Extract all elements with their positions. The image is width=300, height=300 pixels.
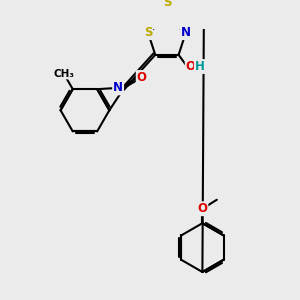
Text: O: O: [197, 202, 207, 215]
Text: H: H: [195, 60, 205, 73]
Text: N: N: [113, 81, 123, 94]
Text: S: S: [144, 26, 152, 39]
Text: O: O: [137, 71, 147, 84]
Text: O: O: [186, 60, 196, 73]
Text: N: N: [181, 26, 191, 39]
Text: S: S: [163, 0, 171, 9]
Text: CH₃: CH₃: [53, 68, 74, 79]
